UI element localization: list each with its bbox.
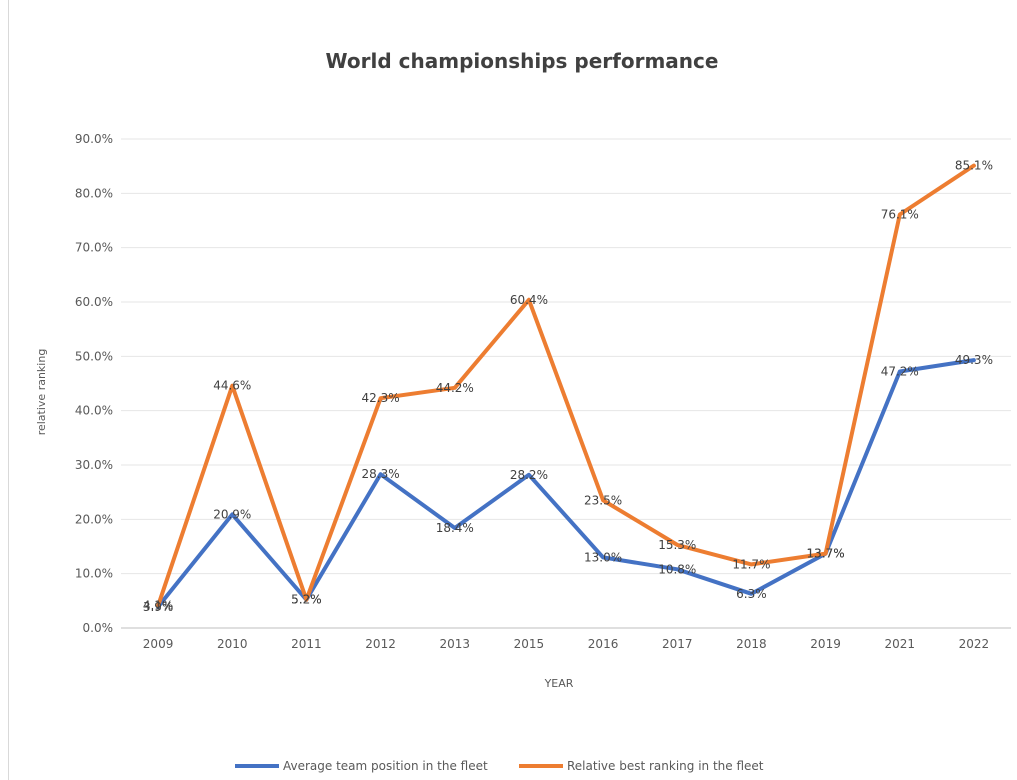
y-tick-label: 70.0%: [75, 241, 113, 255]
x-tick-label: 2009: [143, 637, 174, 651]
x-tick-label: 2019: [810, 637, 841, 651]
data-label: 11.7%: [732, 557, 770, 571]
x-tick-label: 2022: [959, 637, 990, 651]
x-tick-label: 2021: [884, 637, 915, 651]
y-tick-label: 90.0%: [75, 132, 113, 146]
data-label: 44.6%: [213, 379, 251, 393]
series-line-2: [156, 163, 976, 608]
chart-frame: World championships performance 0.0% 10.0…: [8, 0, 1017, 780]
data-label: 28.3%: [362, 467, 400, 481]
y-tick-label: 50.0%: [75, 349, 113, 363]
x-tick-label: 2016: [588, 637, 619, 651]
y-tick-label: 10.0%: [75, 567, 113, 581]
data-label: 85.1%: [955, 159, 993, 173]
data-label: 28.2%: [510, 468, 548, 482]
data-label: 47.2%: [881, 365, 919, 379]
data-label: 4.1%: [143, 599, 174, 613]
legend-entry: Average team position in the fleet: [283, 759, 488, 773]
data-label: 60.4%: [510, 293, 548, 307]
x-tick-label: 2015: [514, 637, 545, 651]
chart-title: World championships performance: [326, 49, 719, 73]
x-tick-labels: 2009 2010 2011 2012 2013 2015 2016 2017 2018 2019…: [143, 637, 989, 651]
data-label: 76.1%: [881, 208, 919, 222]
x-tick-label: 2012: [365, 637, 396, 651]
data-labels: 3.9% 20.9% 5.2% 28.3% 18.4% 28.2% 13.0% 10.8% 6.…: [143, 159, 993, 614]
x-tick-label: 2010: [217, 637, 248, 651]
y-tick-label: 80.0%: [75, 186, 113, 200]
data-label: 44.2%: [436, 381, 474, 395]
data-label: 23.5%: [584, 493, 622, 507]
y-axis-label: relative ranking: [35, 349, 48, 436]
data-label: 42.3%: [362, 391, 400, 405]
data-label: 18.4%: [436, 521, 474, 535]
legend-entry: Relative best ranking in the fleet: [567, 759, 764, 773]
x-tick-label: 2011: [291, 637, 322, 651]
data-label: 15.3%: [658, 538, 696, 552]
series-line-1: [156, 358, 976, 609]
data-label: 20.9%: [213, 507, 251, 521]
x-tick-label: 2013: [439, 637, 470, 651]
data-label: 13.7%: [807, 547, 845, 561]
series-lines: [156, 163, 976, 609]
data-label: 6.3%: [736, 587, 767, 601]
data-label: 3.9%: [143, 600, 174, 614]
data-label: 13.0%: [584, 550, 622, 564]
data-label: 49.3%: [955, 353, 993, 367]
gridlines: [121, 138, 1011, 629]
legend: Average team position in the fleet Relati…: [235, 759, 764, 773]
y-tick-label: 40.0%: [75, 404, 113, 418]
y-tick-labels: 0.0% 10.0% 20.0% 30.0% 40.0% 50.0% 60.0% 70.0% 8…: [75, 132, 113, 635]
line-chart: World championships performance 0.0% 10.0…: [35, 49, 1011, 773]
data-label: 5.2%: [291, 593, 322, 607]
x-tick-label: 2017: [662, 637, 693, 651]
y-tick-label: 0.0%: [83, 621, 114, 635]
y-tick-label: 30.0%: [75, 458, 113, 472]
data-label: 10.8%: [658, 562, 696, 576]
data-label: 5.2%: [291, 593, 322, 607]
y-tick-label: 60.0%: [75, 295, 113, 309]
data-label: 13.7%: [807, 547, 845, 561]
x-axis-label: YEAR: [544, 677, 574, 690]
x-tick-label: 2018: [736, 637, 767, 651]
y-tick-label: 20.0%: [75, 512, 113, 526]
